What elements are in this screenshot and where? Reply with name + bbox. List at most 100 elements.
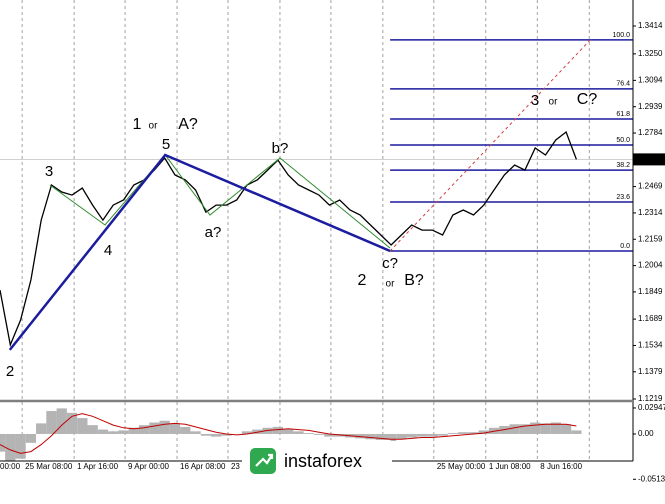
y-tick-label: 1.2939 bbox=[638, 102, 663, 111]
wave-label: or bbox=[149, 121, 159, 132]
histogram-bar bbox=[5, 433, 16, 461]
fib-label: 38.2 bbox=[616, 162, 630, 169]
wave-label: or bbox=[549, 97, 559, 108]
fib-label: 23.6 bbox=[616, 194, 630, 201]
y-tick-label: 1.1534 bbox=[638, 341, 663, 350]
histogram-bar bbox=[241, 431, 253, 434]
histogram-bar bbox=[437, 433, 448, 436]
histogram-bar bbox=[427, 433, 438, 437]
fib-label: 50.0 bbox=[616, 137, 630, 144]
histogram-bar bbox=[66, 412, 78, 434]
histogram-bar bbox=[365, 433, 376, 440]
histogram-bar bbox=[458, 432, 469, 434]
wave-label: b? bbox=[272, 140, 289, 157]
wave-label: c? bbox=[382, 255, 398, 272]
x-tick-label: 25 May 00:00 bbox=[437, 462, 486, 471]
histogram-bar bbox=[293, 431, 304, 434]
signal-line bbox=[0, 413, 577, 454]
wave-label: or bbox=[386, 279, 396, 290]
histogram-bar bbox=[200, 433, 211, 436]
histogram-bar bbox=[149, 422, 160, 434]
histogram-bar bbox=[385, 433, 397, 442]
wave-label: a? bbox=[205, 224, 222, 241]
x-tick-label: 8 Jun 16:00 bbox=[540, 462, 582, 471]
histogram-bar bbox=[416, 433, 428, 437]
histogram-bar bbox=[87, 425, 98, 434]
x-tick-label: 9 Apr 00:00 bbox=[128, 462, 169, 471]
histogram-bar bbox=[190, 431, 201, 434]
y-tick-label: 1.1689 bbox=[638, 314, 663, 323]
histogram-bar bbox=[324, 433, 335, 437]
wave-line bbox=[8, 153, 391, 351]
y-tick-label: 1.3414 bbox=[638, 21, 663, 30]
y-tick-label: 1.1379 bbox=[638, 367, 663, 376]
wave-label: 5 bbox=[162, 136, 170, 153]
fib-label: 61.8 bbox=[616, 111, 630, 118]
histogram-bar bbox=[118, 430, 129, 434]
wave-label: 3 bbox=[531, 92, 539, 109]
wave-label: 2 bbox=[6, 363, 14, 380]
y-tick-label: 0.02947 bbox=[638, 403, 665, 412]
histogram-bar bbox=[169, 423, 181, 434]
x-tick-label: 1 Apr 16:00 bbox=[77, 462, 118, 471]
x-tick-label: 25 Mar 08:00 bbox=[25, 462, 73, 471]
y-tick-label: -0.05134 bbox=[638, 474, 665, 483]
y-tick-label: 1.2784 bbox=[638, 128, 663, 137]
histogram-bar bbox=[571, 430, 582, 434]
histogram-bar bbox=[283, 428, 294, 434]
histogram-bar bbox=[478, 430, 489, 434]
y-tick-label: 1.3094 bbox=[638, 75, 663, 84]
histogram-bar bbox=[15, 433, 26, 459]
wave-label: C? bbox=[577, 91, 598, 108]
histogram-bar bbox=[303, 433, 314, 434]
histogram-bar bbox=[375, 433, 386, 441]
histogram-bar bbox=[211, 433, 222, 437]
histogram-bar bbox=[108, 431, 119, 434]
wave-label: 4 bbox=[104, 242, 112, 259]
logo-text: instaforex bbox=[284, 451, 362, 471]
histogram-bar bbox=[447, 433, 459, 434]
histogram-bar bbox=[406, 433, 417, 438]
wave-label: 1 bbox=[133, 116, 142, 133]
wave-line bbox=[389, 39, 591, 252]
histogram-bar bbox=[77, 418, 88, 434]
logo-background bbox=[242, 440, 392, 484]
last-price-box bbox=[633, 153, 665, 166]
histogram-bar bbox=[138, 425, 150, 434]
y-tick-label: 1.2469 bbox=[638, 182, 663, 191]
wave-label: 3 bbox=[45, 163, 53, 180]
histogram-bar bbox=[180, 426, 191, 434]
last-price-label: 1.2629 bbox=[637, 154, 662, 163]
histogram-bar bbox=[396, 433, 407, 440]
x-tick-label: 16 Apr 08:00 bbox=[180, 462, 226, 471]
logo: instaforex bbox=[242, 440, 392, 484]
histogram-bar bbox=[159, 420, 170, 434]
histogram-bar bbox=[468, 432, 479, 434]
histogram-bar bbox=[25, 433, 37, 443]
histogram-bar bbox=[550, 422, 561, 434]
histogram-bar bbox=[540, 423, 551, 434]
y-tick-label: 1.3250 bbox=[638, 49, 663, 58]
wave-line bbox=[49, 154, 391, 249]
y-tick-label: 0.00 bbox=[638, 429, 654, 438]
y-tick-label: 1.2314 bbox=[638, 208, 663, 217]
histogram-bar bbox=[272, 426, 284, 434]
histogram-bar bbox=[0, 433, 6, 452]
histogram-bar bbox=[560, 424, 572, 434]
histogram-bar bbox=[36, 423, 47, 434]
y-tick-label: 1.2159 bbox=[638, 234, 663, 243]
x-tick-label: 1 Jun 08:00 bbox=[489, 462, 531, 471]
x-tick-label: 23 bbox=[231, 462, 240, 471]
histogram-bar bbox=[509, 424, 520, 434]
fib-label: 100.0 bbox=[612, 32, 630, 39]
histogram-bar bbox=[519, 424, 531, 434]
histogram-bar bbox=[313, 433, 325, 435]
histogram-bar bbox=[46, 411, 57, 434]
histogram-bar bbox=[221, 433, 232, 436]
logo-icon bbox=[250, 448, 276, 474]
y-tick-label: 1.1219 bbox=[638, 394, 663, 403]
y-tick-label: 1.1849 bbox=[638, 287, 663, 296]
price-line bbox=[0, 130, 578, 348]
